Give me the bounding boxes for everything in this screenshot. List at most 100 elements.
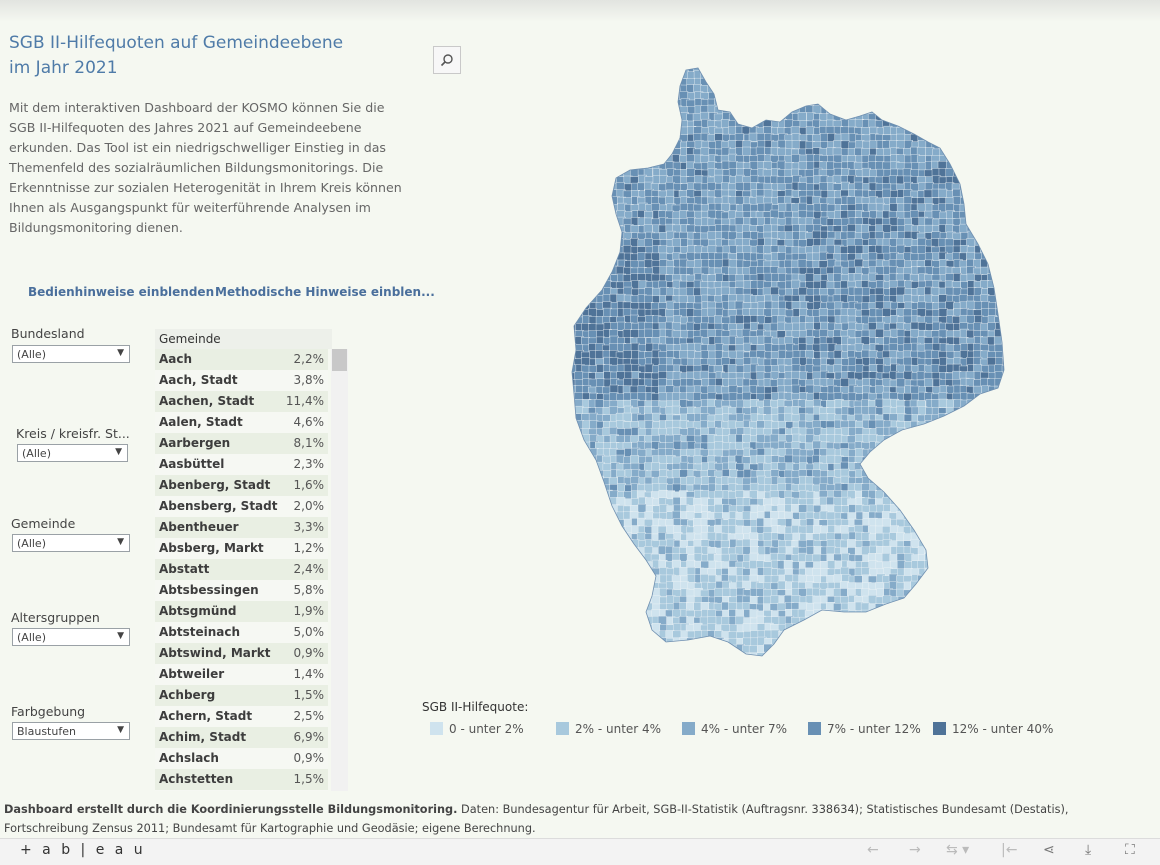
municipality-cell[interactable] — [840, 525, 850, 534]
municipality-cell[interactable] — [603, 245, 613, 255]
municipality-cell[interactable] — [938, 589, 948, 598]
municipality-cell[interactable] — [651, 92, 661, 102]
municipality-cell[interactable] — [882, 442, 892, 452]
municipality-cell[interactable] — [946, 566, 956, 576]
municipality-cell[interactable] — [910, 491, 920, 501]
municipality-cell[interactable] — [575, 525, 584, 535]
municipality-cell[interactable] — [939, 456, 949, 466]
municipality-cell[interactable] — [986, 399, 996, 409]
municipality-cell[interactable] — [974, 99, 983, 109]
municipality-cell[interactable] — [623, 602, 633, 612]
municipality-cell[interactable] — [665, 196, 675, 206]
municipality-cell[interactable] — [589, 77, 598, 87]
municipality-cell[interactable] — [580, 448, 590, 458]
municipality-cell[interactable] — [797, 112, 807, 122]
municipality-cell[interactable] — [980, 147, 990, 157]
municipality-cell[interactable] — [742, 511, 752, 521]
municipality-cell[interactable] — [966, 64, 976, 74]
municipality-cell[interactable] — [994, 274, 1003, 283]
municipality-cell[interactable] — [603, 147, 613, 157]
municipality-cell[interactable] — [931, 77, 941, 86]
municipality-cell[interactable] — [883, 463, 893, 473]
municipality-cell[interactable] — [603, 546, 613, 556]
municipality-cell[interactable] — [582, 204, 592, 214]
municipality-cell[interactable] — [755, 454, 765, 464]
municipality-cell[interactable] — [615, 119, 625, 129]
municipality-cell[interactable] — [631, 155, 641, 165]
municipality-cell[interactable] — [652, 147, 662, 157]
municipality-cell[interactable] — [638, 91, 647, 100]
municipality-cell[interactable] — [588, 477, 597, 487]
municipality-cell[interactable] — [981, 589, 990, 599]
municipality-cell[interactable] — [574, 64, 584, 73]
municipality-cell[interactable] — [595, 104, 605, 114]
municipality-cell[interactable] — [980, 547, 990, 557]
municipality-cell[interactable] — [896, 442, 906, 452]
municipality-cell[interactable] — [980, 447, 990, 457]
municipality-cell[interactable] — [603, 176, 613, 186]
municipality-cell[interactable] — [974, 546, 984, 555]
municipality-cell[interactable] — [987, 441, 996, 451]
municipality-cell[interactable] — [608, 426, 618, 436]
municipality-cell[interactable] — [610, 533, 620, 543]
municipality-cell[interactable] — [932, 518, 942, 528]
municipality-cell[interactable] — [924, 540, 934, 550]
municipality-cell[interactable] — [574, 546, 584, 556]
municipality-cell[interactable] — [749, 106, 759, 116]
municipality-cell[interactable] — [896, 405, 906, 415]
municipality-cell[interactable] — [638, 134, 648, 144]
municipality-cell[interactable] — [658, 392, 668, 402]
municipality-cell[interactable] — [931, 539, 941, 549]
municipality-cell[interactable] — [896, 462, 906, 472]
municipality-cell[interactable] — [974, 582, 984, 592]
municipality-cell[interactable] — [973, 91, 983, 101]
municipality-cell[interactable] — [833, 364, 843, 374]
municipality-cell[interactable] — [952, 567, 962, 577]
municipality-cell[interactable] — [574, 70, 584, 80]
municipality-cell[interactable] — [881, 245, 891, 254]
municipality-cell[interactable] — [890, 491, 900, 501]
municipality-cell[interactable] — [596, 119, 606, 129]
municipality-cell[interactable] — [735, 314, 745, 324]
municipality-cell[interactable] — [785, 84, 795, 94]
municipality-cell[interactable] — [959, 532, 969, 542]
municipality-cell[interactable] — [1002, 546, 1008, 556]
municipality-cell[interactable] — [960, 490, 970, 500]
municipality-cell[interactable] — [939, 433, 949, 443]
municipality-cell[interactable] — [1002, 126, 1008, 136]
municipality-cell[interactable] — [727, 85, 737, 95]
municipality-cell[interactable] — [847, 77, 857, 87]
municipality-cell[interactable] — [581, 78, 591, 88]
municipality-cell[interactable] — [603, 602, 613, 612]
municipality-cell[interactable] — [574, 267, 584, 277]
municipality-cell[interactable] — [587, 105, 597, 115]
municipality-cell[interactable] — [1002, 344, 1008, 354]
municipality-cell[interactable] — [742, 391, 752, 401]
municipality-cell[interactable] — [582, 64, 592, 73]
municipality-cell[interactable] — [616, 91, 626, 101]
municipality-cell[interactable] — [980, 441, 990, 450]
municipality-cell[interactable] — [594, 64, 604, 73]
municipality-cell[interactable] — [931, 532, 941, 542]
municipality-cell[interactable] — [938, 105, 948, 115]
municipality-cell[interactable] — [959, 98, 969, 108]
municipality-cell[interactable] — [764, 99, 774, 109]
municipality-cell[interactable] — [882, 477, 892, 487]
municipality-cell[interactable] — [980, 210, 990, 220]
municipality-cell[interactable] — [965, 413, 975, 423]
municipality-cell[interactable] — [784, 77, 794, 87]
municipality-cell[interactable] — [777, 602, 787, 612]
municipality-cell[interactable] — [974, 482, 984, 492]
municipality-cell[interactable] — [958, 518, 968, 528]
municipality-cell[interactable] — [993, 420, 1003, 430]
municipality-cell[interactable] — [904, 490, 913, 499]
municipality-cell[interactable] — [869, 91, 879, 101]
municipality-cell[interactable] — [729, 105, 739, 115]
municipality-cell[interactable] — [658, 105, 668, 115]
municipality-cell[interactable] — [1000, 442, 1008, 452]
municipality-cell[interactable] — [841, 98, 850, 107]
municipality-cell[interactable] — [603, 85, 612, 95]
municipality-cell[interactable] — [624, 147, 634, 157]
municipality-cell[interactable] — [903, 477, 913, 487]
municipality-cell[interactable] — [574, 140, 584, 150]
